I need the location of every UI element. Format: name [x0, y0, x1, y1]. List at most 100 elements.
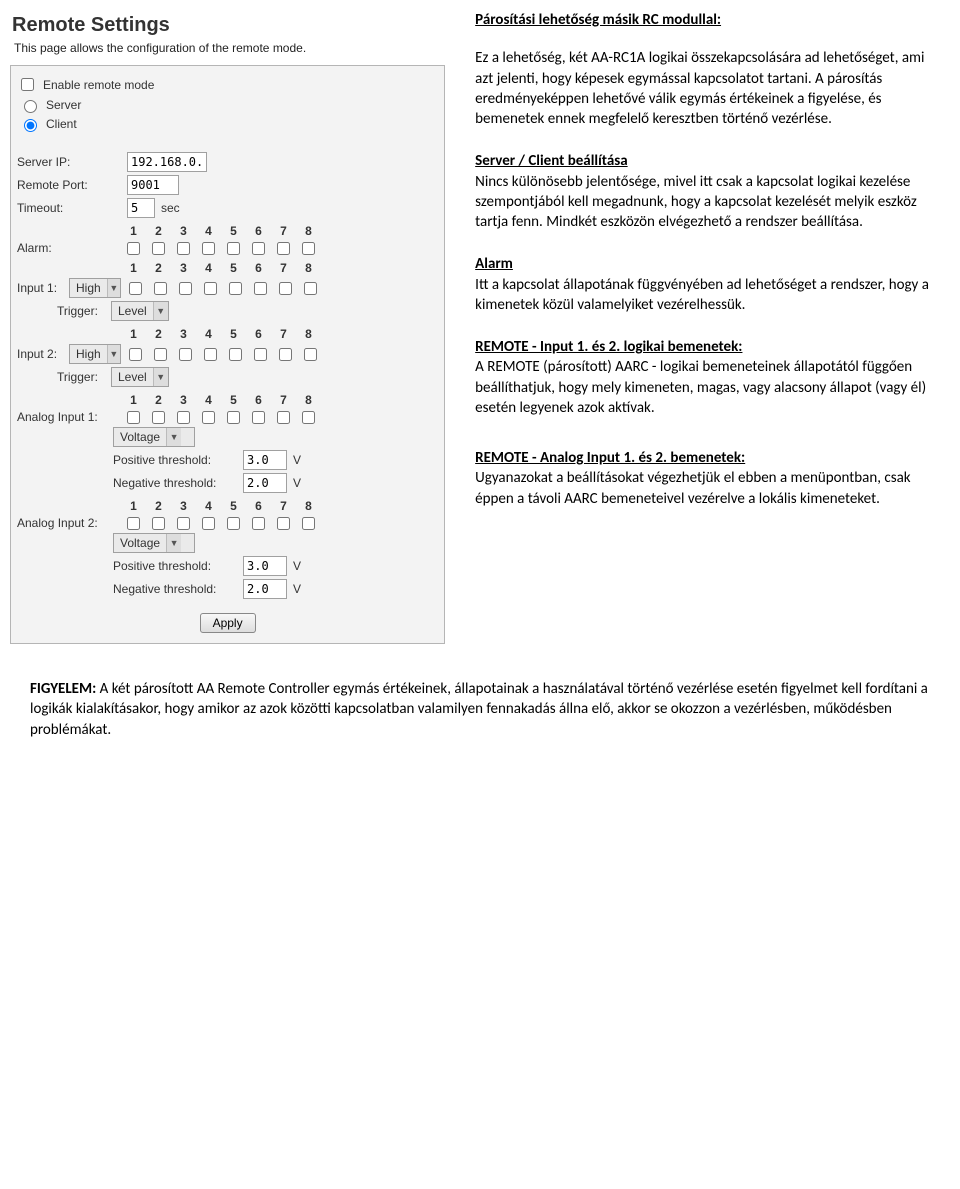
- analog1-check-7[interactable]: [277, 411, 290, 424]
- input1-check-4[interactable]: [204, 282, 217, 295]
- analog2-neg-thresh-input[interactable]: [243, 579, 287, 599]
- remote-settings-panel: Remote Settings This page allows the con…: [10, 10, 445, 644]
- section-server-client-title: Server / Client beállítása: [475, 152, 627, 170]
- analog1-pos-thresh-input[interactable]: [243, 450, 287, 470]
- analog1-pos-thresh-label: Positive threshold:: [113, 453, 243, 467]
- server-radio-label: Server: [46, 98, 81, 112]
- input1-check-5[interactable]: [229, 282, 242, 295]
- remote-port-label: Remote Port:: [17, 178, 127, 192]
- enable-remote-label: Enable remote mode: [43, 78, 154, 92]
- input2-checkbox-row: [129, 348, 317, 361]
- input2-check-3[interactable]: [179, 348, 192, 361]
- alarm-check-6[interactable]: [252, 242, 265, 255]
- input2-check-5[interactable]: [229, 348, 242, 361]
- input1-check-3[interactable]: [179, 282, 192, 295]
- settings-box: Enable remote mode Server Client Server …: [10, 65, 445, 644]
- analog2-check-5[interactable]: [227, 517, 240, 530]
- section-server-client-body: Nincs különösebb jelentősége, mivel itt …: [475, 173, 917, 232]
- alarm-check-3[interactable]: [177, 242, 190, 255]
- analog1-check-3[interactable]: [177, 411, 190, 424]
- alarm-check-1[interactable]: [127, 242, 140, 255]
- input2-check-1[interactable]: [129, 348, 142, 361]
- page-subtitle: This page allows the configuration of th…: [14, 41, 445, 55]
- analog1-label: Analog Input 1:: [17, 410, 127, 424]
- section-remote-analog-title: REMOTE - Analog Input 1. és 2. bemenetek…: [475, 449, 745, 467]
- page-title: Remote Settings: [12, 14, 445, 37]
- analog2-check-3[interactable]: [177, 517, 190, 530]
- analog2-column-numbers: 12345678: [127, 499, 438, 513]
- alarm-check-7[interactable]: [277, 242, 290, 255]
- input1-check-2[interactable]: [154, 282, 167, 295]
- chevron-down-icon: ▼: [153, 302, 168, 320]
- analog2-checkbox-row: [127, 517, 315, 530]
- server-ip-label: Server IP:: [17, 155, 127, 169]
- client-radio[interactable]: [24, 119, 37, 132]
- analog2-check-2[interactable]: [152, 517, 165, 530]
- input2-level-select[interactable]: High▼: [69, 344, 121, 364]
- bottom-note: FIGYELEM: A két párosított AA Remote Con…: [0, 679, 960, 785]
- analog1-check-5[interactable]: [227, 411, 240, 424]
- analog2-pos-thresh-input[interactable]: [243, 556, 287, 576]
- bottom-note-label: FIGYELEM:: [30, 680, 96, 698]
- analog1-check-2[interactable]: [152, 411, 165, 424]
- input1-trigger-label: Trigger:: [57, 304, 111, 318]
- input2-label: Input 2:: [17, 347, 69, 361]
- analog2-check-7[interactable]: [277, 517, 290, 530]
- chevron-down-icon: ▼: [107, 345, 120, 363]
- analog1-checkbox-row: [127, 411, 315, 424]
- input2-check-7[interactable]: [279, 348, 292, 361]
- timeout-label: Timeout:: [17, 201, 127, 215]
- section-alarm-title: Alarm: [475, 255, 513, 273]
- analog1-check-4[interactable]: [202, 411, 215, 424]
- input2-check-6[interactable]: [254, 348, 267, 361]
- input1-checkbox-row: [129, 282, 317, 295]
- client-radio-label: Client: [46, 117, 77, 131]
- analog2-type-select[interactable]: Voltage▼: [113, 533, 195, 553]
- analog1-type-select[interactable]: Voltage▼: [113, 427, 195, 447]
- chevron-down-icon: ▼: [107, 279, 120, 297]
- remote-port-input[interactable]: [127, 175, 179, 195]
- timeout-input[interactable]: [127, 198, 155, 218]
- section-remote-analog-body: Ugyanazokat a beállításokat végezhetjük …: [475, 469, 910, 507]
- analog1-column-numbers: 12345678: [127, 393, 438, 407]
- analog2-pos-unit: V: [293, 559, 301, 573]
- alarm-check-4[interactable]: [202, 242, 215, 255]
- input1-check-6[interactable]: [254, 282, 267, 295]
- input2-trigger-select[interactable]: Level▼: [111, 367, 169, 387]
- analog2-label: Analog Input 2:: [17, 516, 127, 530]
- input1-trigger-select[interactable]: Level▼: [111, 301, 169, 321]
- server-radio[interactable]: [24, 100, 37, 113]
- analog1-check-8[interactable]: [302, 411, 315, 424]
- analog1-neg-thresh-input[interactable]: [243, 473, 287, 493]
- section-remote-input-title: REMOTE - Input 1. és 2. logikai bemenete…: [475, 338, 742, 356]
- analog2-check-8[interactable]: [302, 517, 315, 530]
- input2-check-8[interactable]: [304, 348, 317, 361]
- analog2-check-1[interactable]: [127, 517, 140, 530]
- analog2-check-6[interactable]: [252, 517, 265, 530]
- chevron-down-icon: ▼: [153, 368, 168, 386]
- article-body: Párosítási lehetőség másik RC modullal: …: [475, 10, 940, 527]
- server-ip-input[interactable]: [127, 152, 207, 172]
- input1-level-select[interactable]: High▼: [69, 278, 121, 298]
- input1-check-1[interactable]: [129, 282, 142, 295]
- analog2-check-4[interactable]: [202, 517, 215, 530]
- input2-check-2[interactable]: [154, 348, 167, 361]
- enable-remote-checkbox[interactable]: [21, 78, 34, 91]
- input1-check-7[interactable]: [279, 282, 292, 295]
- article-p1: Ez a lehetőség, két AA-RC1A logikai össz…: [475, 48, 940, 129]
- alarm-checkbox-row: [127, 242, 315, 255]
- alarm-check-2[interactable]: [152, 242, 165, 255]
- input2-check-4[interactable]: [204, 348, 217, 361]
- alarm-check-8[interactable]: [302, 242, 315, 255]
- alarm-column-numbers: 12345678: [127, 224, 438, 238]
- timeout-unit: sec: [161, 201, 180, 215]
- analog1-neg-thresh-label: Negative threshold:: [113, 476, 243, 490]
- input1-column-numbers: 12345678: [127, 261, 438, 275]
- analog1-check-1[interactable]: [127, 411, 140, 424]
- apply-button[interactable]: Apply: [200, 613, 256, 633]
- input1-check-8[interactable]: [304, 282, 317, 295]
- analog1-pos-unit: V: [293, 453, 301, 467]
- analog1-neg-unit: V: [293, 476, 301, 490]
- alarm-check-5[interactable]: [227, 242, 240, 255]
- analog1-check-6[interactable]: [252, 411, 265, 424]
